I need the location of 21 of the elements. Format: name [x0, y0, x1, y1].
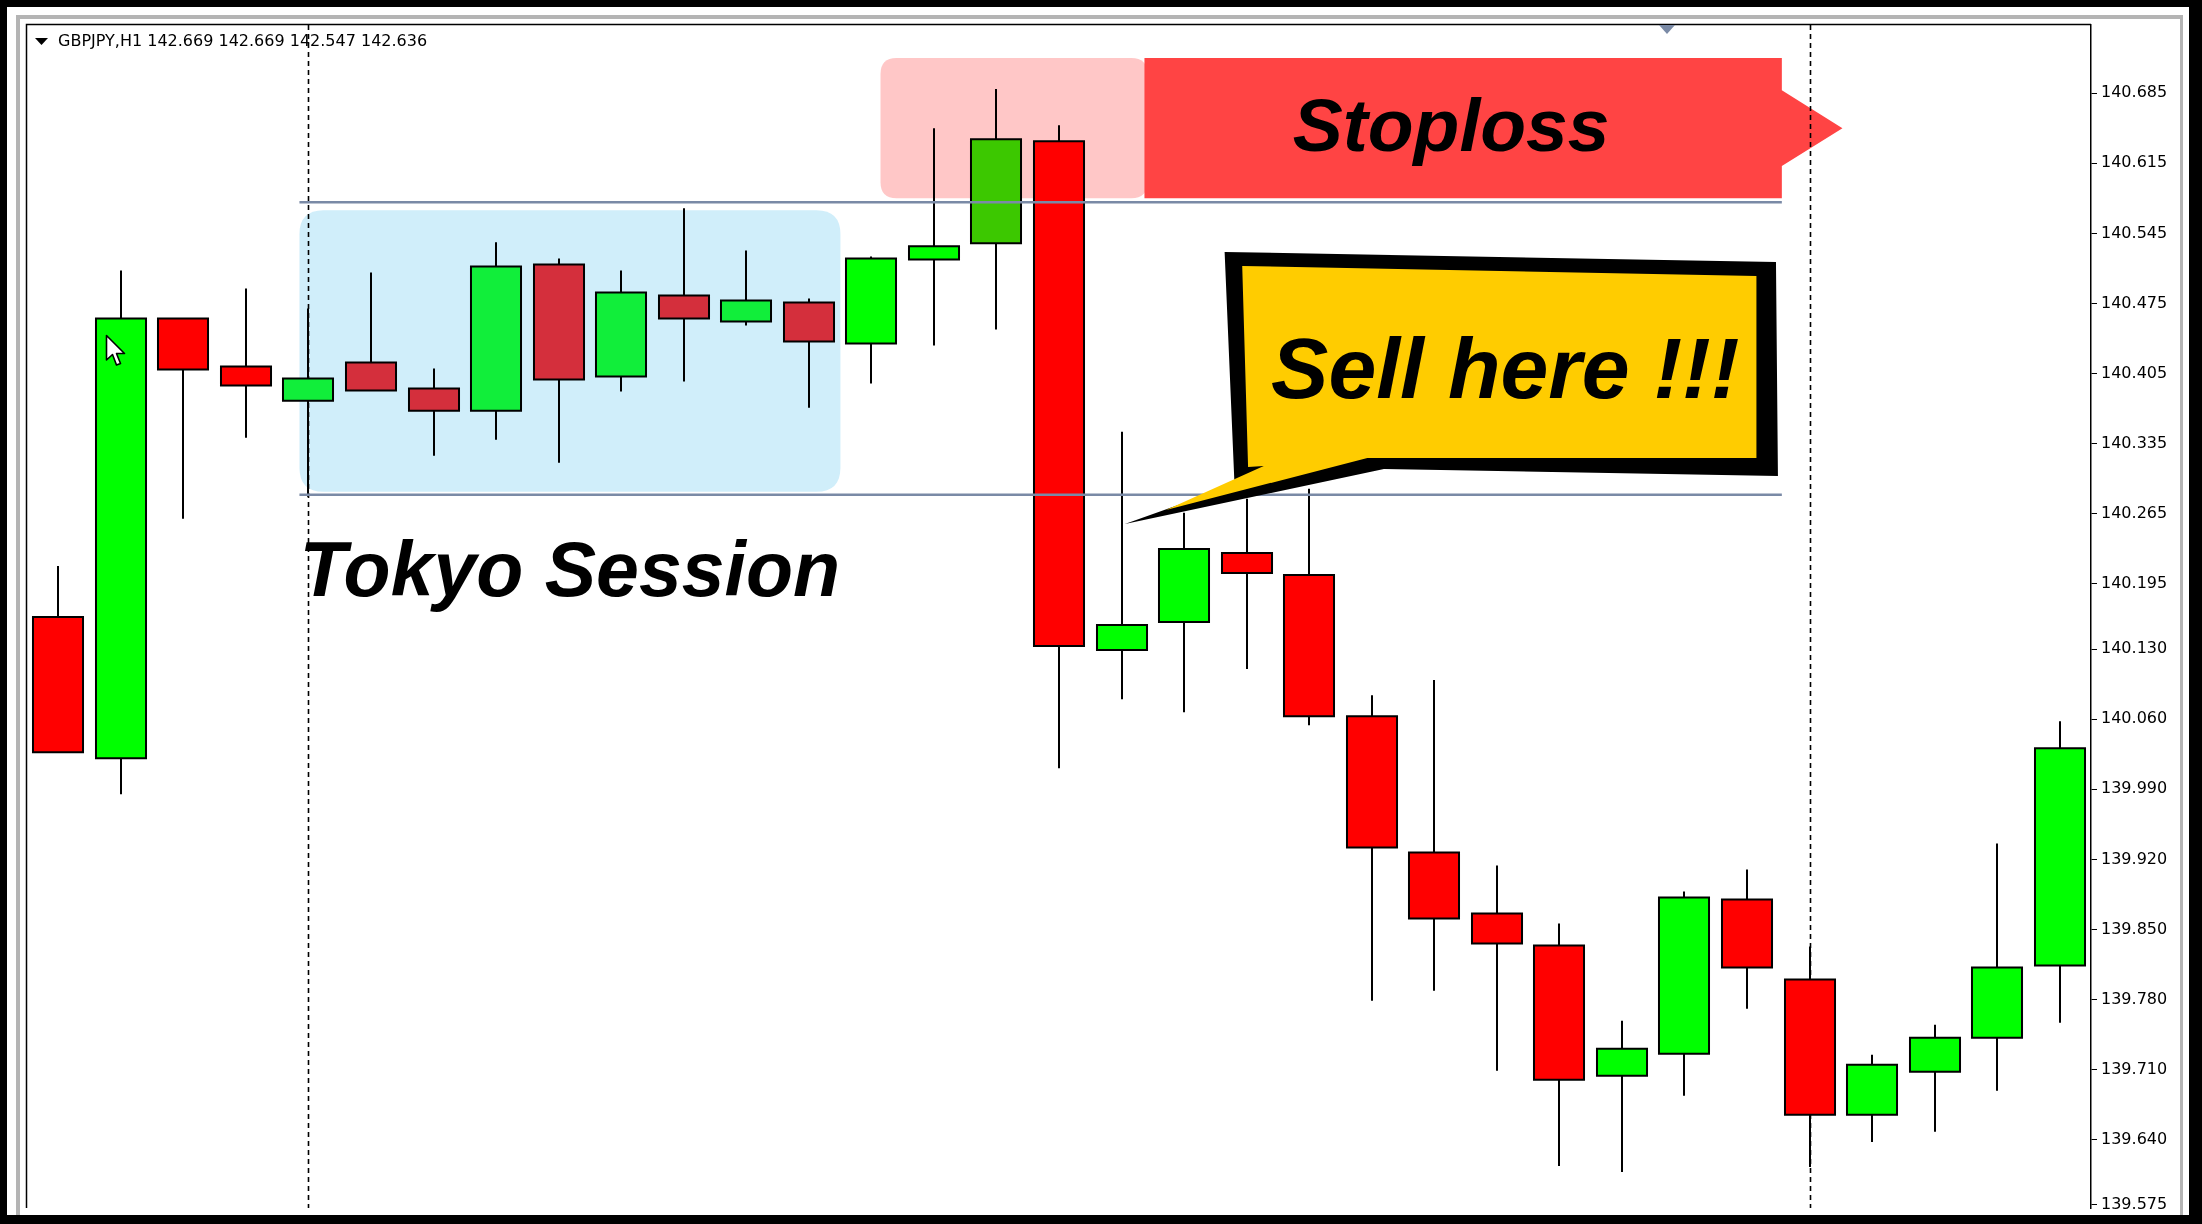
y-tick-label: 140.615: [2101, 152, 2168, 172]
y-tick-label: 139.920: [2101, 848, 2168, 868]
y-tick-label: 140.685: [2101, 82, 2168, 102]
y-tick-label: 140.335: [2101, 432, 2168, 452]
y-tick-label: 140.475: [2101, 292, 2168, 312]
y-tick-label: 139.850: [2101, 918, 2168, 938]
y-tick-label: 139.640: [2101, 1129, 2168, 1149]
band-label: Tokyo Session: [299, 525, 841, 612]
y-tick-label: 139.990: [2101, 778, 2168, 798]
y-tick-label: 140.060: [2101, 708, 2168, 728]
annotation: Sell here !!!: [1271, 319, 1740, 416]
y-tick-label: 140.545: [2101, 222, 2168, 242]
band-label: Stoploss: [1292, 82, 1610, 167]
chart-title: GBPJPY,H1 142.669 142.669 142.547 142.636: [58, 31, 428, 51]
y-tick-label: 140.195: [2101, 573, 2168, 593]
y-tick-label: 139.575: [2101, 1194, 2168, 1214]
y-tick-label: 140.130: [2101, 638, 2168, 658]
y-tick-label: 139.710: [2101, 1058, 2168, 1078]
y-tick-label: 140.265: [2101, 502, 2168, 522]
y-tick-label: 140.405: [2101, 362, 2168, 382]
y-tick-label: 139.780: [2101, 988, 2168, 1008]
